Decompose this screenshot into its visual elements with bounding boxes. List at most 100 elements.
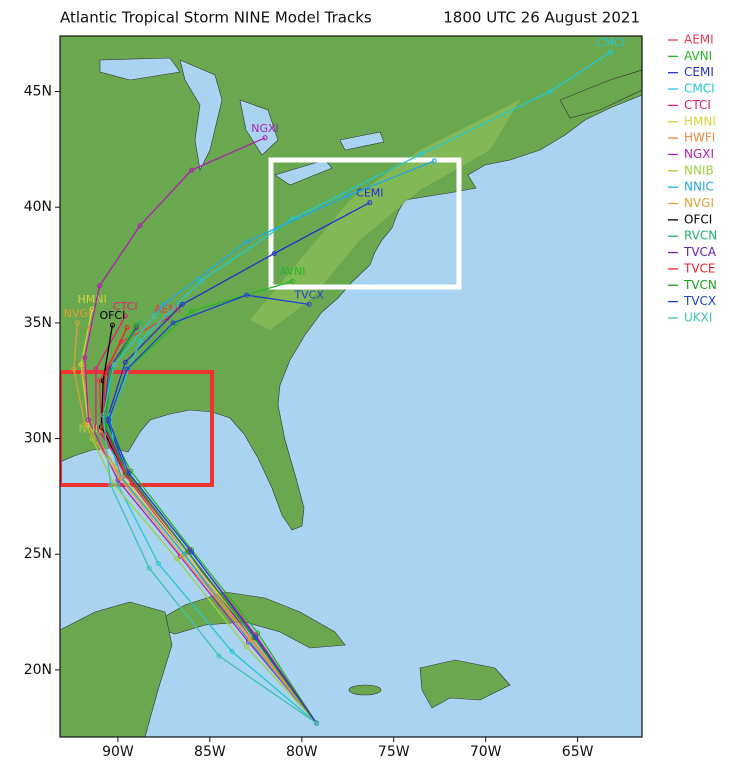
legend-label: NGXI (684, 147, 714, 161)
track-point (137, 223, 143, 229)
model-track (91, 438, 317, 724)
y-tick-label: 45N (24, 84, 52, 100)
jamaica (348, 684, 382, 696)
x-tick-label: 80W (286, 744, 318, 760)
legend-label: TVCN (683, 278, 717, 292)
track-point (188, 549, 194, 555)
track-point (155, 560, 161, 566)
track-point (137, 320, 143, 326)
legend-label: UKXI (684, 310, 712, 324)
legend-label: NNIB (684, 163, 714, 177)
legend-label: AVNI (684, 49, 712, 63)
track-point (179, 301, 185, 307)
legend-label: RVCN (684, 229, 717, 243)
track-label: CEMI (356, 187, 383, 200)
y-tick-label: 35N (24, 315, 52, 331)
track-point (124, 325, 130, 331)
y-tick-label: 20N (24, 662, 52, 678)
x-tick-label: 75W (378, 744, 410, 760)
yucatan (60, 601, 173, 737)
x-tick-label: 70W (470, 744, 502, 760)
track-point (124, 366, 130, 372)
track-point (82, 422, 88, 428)
track-point (216, 653, 222, 659)
track-point (133, 322, 139, 328)
track-point (247, 637, 253, 643)
highlight-box (268, 157, 462, 290)
track-point (80, 371, 86, 377)
track-point (608, 49, 614, 55)
legend-label: HWFI (684, 131, 715, 145)
track-point (418, 151, 424, 157)
x-tick-label: 90W (102, 744, 134, 760)
track-point (111, 362, 117, 368)
model-track (73, 322, 318, 724)
track-point (93, 424, 99, 430)
map-date: 1800 UTC 26 August 2021 (443, 9, 640, 27)
track-point (367, 200, 373, 206)
model-track (102, 315, 317, 724)
map-frame (59, 35, 643, 738)
x-tick-label: 65W (562, 744, 594, 760)
legend-label: NVGI (684, 196, 714, 210)
track-point (262, 135, 268, 141)
legend-label: OFCI (684, 212, 712, 226)
track-point (188, 167, 194, 173)
track-point (152, 313, 158, 319)
model-track (102, 160, 435, 724)
y-tick-label: 30N (24, 431, 52, 447)
model-track (109, 51, 612, 724)
track-point (86, 417, 92, 423)
track-label: CTCI (113, 300, 138, 313)
track-point (290, 278, 296, 284)
track-point (117, 475, 123, 481)
legend-label: CMCI (684, 82, 715, 96)
legend-label: AEMI (684, 33, 714, 47)
track-point (108, 482, 114, 488)
track-point (137, 338, 143, 344)
y-tick-label: 25N (24, 546, 52, 562)
track-label: NVGI (64, 307, 92, 320)
track-label: OFCI (99, 309, 125, 322)
track-point (345, 193, 351, 199)
y-tick-label: 40N (24, 199, 52, 215)
track-point (547, 89, 553, 95)
track-point (106, 417, 112, 423)
map-title: Atlantic Tropical Storm NINE Model Track… (60, 9, 372, 27)
legend-label: CEMI (684, 65, 714, 79)
track-point (97, 283, 103, 289)
legend-label: NNIC (684, 180, 714, 194)
track-label: HMNI (78, 293, 107, 306)
track-point (170, 320, 176, 326)
track-point (126, 470, 132, 476)
track-point (179, 554, 185, 560)
track-point (244, 239, 250, 245)
track-point (271, 250, 277, 256)
x-tick-label: 85W (194, 744, 226, 760)
legend-label: TVCA (683, 245, 717, 259)
track-point (122, 313, 128, 319)
track-point (74, 320, 80, 326)
track-point (93, 366, 99, 372)
legend-label: TVCE (683, 261, 716, 275)
legend-label: CTCI (684, 98, 711, 112)
track-point (109, 322, 115, 328)
track-point (174, 556, 180, 562)
great-lakes (99, 57, 385, 186)
nova-scotia (559, 69, 642, 119)
track-point (244, 644, 250, 650)
track-point (102, 371, 108, 377)
legend-label: HMNI (684, 114, 716, 128)
track-point (100, 412, 106, 418)
track-point (253, 635, 259, 641)
track-point (314, 720, 320, 726)
track-point (82, 355, 88, 361)
track-label: NGXI (251, 122, 279, 135)
track-point (122, 359, 128, 365)
legend: AEMI AVNI CEMI CMCI CTCI HMNI HWFI NGXI NNIB NNIC… (668, 33, 717, 324)
track-point (146, 565, 152, 571)
track-point (229, 648, 235, 654)
model-track (108, 294, 318, 724)
model-track (84, 137, 317, 724)
